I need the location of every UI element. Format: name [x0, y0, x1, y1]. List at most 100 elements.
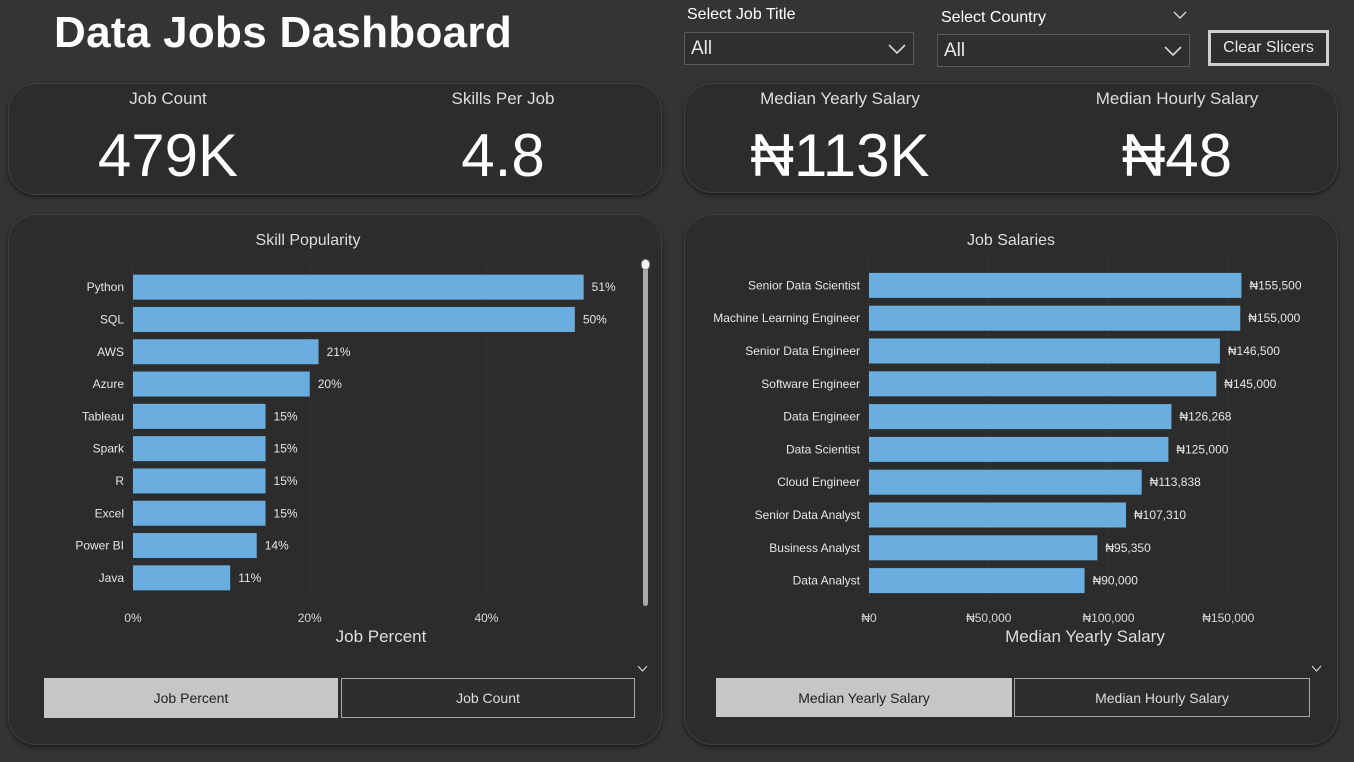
chevron-down-icon[interactable]: [1173, 11, 1187, 20]
salary-bar[interactable]: [869, 469, 1142, 495]
salary-chart-xlabel: Median Yearly Salary: [1005, 627, 1165, 646]
skill-category-label: AWS: [97, 345, 124, 359]
skill-bar[interactable]: [133, 500, 266, 526]
salary-data-label: ₦95,350: [1105, 541, 1151, 555]
salary-category-label: Senior Data Scientist: [748, 278, 861, 292]
skill-popularity-card: Skill Popularity 0% 20% 40% Python 51% SQL 50%…: [8, 214, 662, 745]
salary-data-label: ₦145,000: [1224, 377, 1276, 391]
salary-bar[interactable]: [869, 502, 1127, 528]
salary-data-label: ₦155,000: [1248, 311, 1300, 325]
skill-bar[interactable]: [133, 468, 266, 494]
skills-per-job-label: Skills Per Job: [451, 89, 555, 108]
skill-bar[interactable]: [133, 403, 266, 429]
country-dropdown-value: All: [944, 40, 966, 61]
salary-data-label: ₦113,838: [1150, 475, 1201, 489]
country-slicer-label: Select Country: [941, 9, 1046, 26]
skill-data-label: 15%: [274, 409, 298, 423]
median-hourly-salary-value: ₦48: [1121, 122, 1233, 189]
median-hourly-salary-label: Median Hourly Salary: [1095, 89, 1259, 108]
salary-data-label: ₦155,500: [1249, 278, 1301, 292]
salary-x-tick-label: ₦0: [861, 611, 877, 625]
skill-data-label: 15%: [274, 442, 298, 456]
chevron-down-icon[interactable]: [637, 665, 648, 673]
skill-data-label: 14%: [265, 539, 289, 553]
skill-bar[interactable]: [133, 274, 584, 300]
skill-category-label: Excel: [95, 506, 124, 520]
skill-chart-xlabel: Job Percent: [335, 627, 427, 646]
salary-bar[interactable]: [869, 404, 1172, 430]
salary-bar[interactable]: [869, 272, 1242, 298]
job-salaries-card: Job Salaries ₦0 ₦50,000 ₦100,000 ₦150,000 Se…: [684, 214, 1338, 745]
median-yearly-salary-value: ₦113K: [750, 122, 930, 189]
salary-bar[interactable]: [869, 305, 1241, 331]
job-count-value: 479K: [97, 122, 239, 189]
salary-data-label: ₦146,500: [1228, 344, 1280, 358]
median-yearly-salary-toggle[interactable]: Median Yearly Salary: [716, 678, 1012, 717]
median-hourly-salary-toggle[interactable]: Median Hourly Salary: [1014, 678, 1310, 717]
skill-bar[interactable]: [133, 565, 231, 591]
skill-data-label: 51%: [592, 280, 616, 294]
skill-data-label: 11%: [238, 571, 261, 585]
salary-bar[interactable]: [869, 338, 1220, 364]
job-count-toggle[interactable]: Job Count: [341, 678, 635, 718]
kpi-card-salary: Median Yearly Salary ₦113K Median Hourly…: [684, 83, 1338, 193]
job-count-label: Job Count: [129, 89, 207, 108]
job-title-dropdown-value: All: [691, 38, 713, 59]
skill-x-tick-label: 0%: [124, 611, 142, 625]
salary-category-label: Machine Learning Engineer: [713, 311, 860, 325]
skill-category-label: SQL: [100, 312, 124, 326]
job-title-dropdown[interactable]: All: [684, 32, 914, 65]
skills-per-job-value: 4.8: [461, 122, 545, 189]
country-dropdown[interactable]: All: [937, 34, 1190, 67]
chevron-down-icon[interactable]: [1311, 665, 1322, 673]
job-title-slicer-label: Select Job Title: [687, 6, 796, 23]
job-percent-toggle[interactable]: Job Percent: [44, 678, 338, 718]
salary-category-label: Data Engineer: [783, 410, 860, 424]
skill-bar[interactable]: [133, 371, 310, 397]
salary-chart-title: Job Salaries: [966, 232, 1056, 249]
chevron-down-icon: [888, 44, 906, 55]
salary-category-label: Senior Data Engineer: [745, 344, 860, 358]
skill-bar[interactable]: [133, 436, 266, 462]
salary-bar[interactable]: [869, 535, 1098, 561]
skill-chart-title: Skill Popularity: [255, 232, 361, 249]
salary-category-label: Software Engineer: [761, 377, 860, 391]
salary-x-tick-label: ₦50,000: [966, 611, 1012, 625]
salary-category-label: Senior Data Analyst: [755, 508, 861, 522]
skill-x-tick-label: 40%: [474, 611, 498, 625]
skill-chart-scroll-thumb[interactable]: [641, 259, 650, 270]
salary-category-label: Data Analyst: [793, 574, 861, 588]
salary-category-label: Business Analyst: [769, 541, 860, 555]
skill-category-label: R: [115, 474, 124, 488]
salary-category-label: Cloud Engineer: [777, 475, 860, 489]
kpi-card-jobs: Job Count 479K Skills Per Job 4.8: [8, 83, 662, 195]
skill-category-label: Python: [87, 280, 124, 294]
skill-data-label: 50%: [583, 312, 607, 326]
salary-data-label: ₦90,000: [1093, 574, 1139, 588]
skill-x-tick-label: 20%: [298, 611, 322, 625]
salary-bar[interactable]: [869, 436, 1169, 462]
skill-data-label: 15%: [274, 474, 298, 488]
salary-category-label: Data Scientist: [786, 442, 861, 456]
skill-bar[interactable]: [133, 533, 257, 559]
skill-data-label: 15%: [274, 506, 298, 520]
skill-category-label: Java: [99, 571, 125, 585]
salary-data-label: ₦126,268: [1179, 410, 1231, 424]
skill-category-label: Power BI: [75, 539, 124, 553]
skill-chart-scrollbar[interactable]: [643, 262, 648, 606]
skill-popularity-chart: 0% 20% 40% Python 51% SQL 50% AWS 21% Azure 20% Tab…: [75, 261, 616, 625]
skill-bar[interactable]: [133, 339, 319, 365]
salary-x-tick-label: ₦100,000: [1082, 611, 1134, 625]
salary-bar[interactable]: [869, 568, 1085, 594]
salary-bar[interactable]: [869, 371, 1217, 397]
page-title: Data Jobs Dashboard: [54, 8, 513, 57]
skill-bar[interactable]: [133, 306, 575, 332]
skill-category-label: Tableau: [82, 409, 124, 423]
clear-slicers-button[interactable]: Clear Slicers: [1208, 30, 1329, 66]
skill-category-label: Azure: [93, 377, 125, 391]
salary-data-label: ₦125,000: [1176, 442, 1228, 456]
salary-x-tick-label: ₦150,000: [1202, 611, 1254, 625]
chevron-down-icon: [1164, 46, 1182, 57]
job-salaries-chart: ₦0 ₦50,000 ₦100,000 ₦150,000 Senior Data Sci…: [713, 259, 1302, 625]
skill-category-label: Spark: [93, 442, 125, 456]
